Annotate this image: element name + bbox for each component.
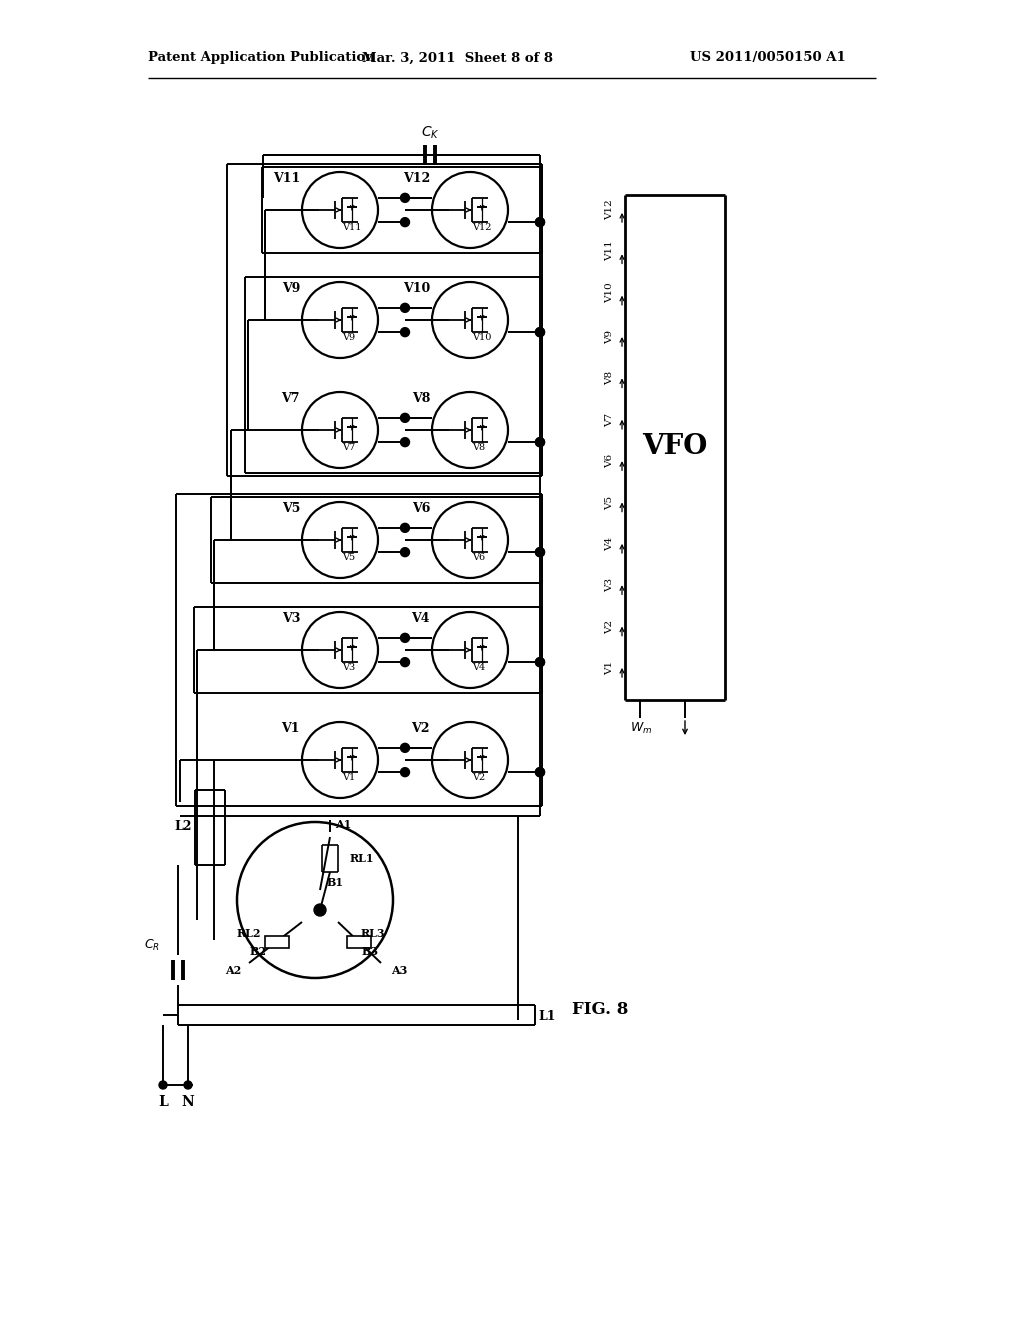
Text: V1: V1 [605, 661, 614, 675]
Text: V8: V8 [472, 442, 485, 451]
Text: N: N [181, 1096, 195, 1109]
Text: $W_m$: $W_m$ [630, 721, 652, 735]
Text: A2: A2 [224, 965, 241, 977]
Circle shape [400, 523, 410, 532]
Circle shape [536, 327, 545, 337]
Circle shape [400, 743, 410, 752]
Circle shape [536, 548, 545, 557]
Text: A1: A1 [335, 820, 351, 830]
Text: V1: V1 [282, 722, 300, 734]
Text: V8: V8 [412, 392, 430, 404]
Text: L: L [158, 1096, 168, 1109]
Circle shape [536, 438, 545, 446]
Text: FIG. 8: FIG. 8 [571, 1002, 628, 1019]
Text: V4: V4 [472, 663, 485, 672]
Circle shape [536, 218, 545, 227]
Text: V3: V3 [282, 611, 300, 624]
Text: V1: V1 [342, 772, 355, 781]
Text: V10: V10 [472, 333, 492, 342]
Text: V12: V12 [605, 199, 614, 220]
Circle shape [536, 438, 545, 446]
Text: V5: V5 [342, 553, 355, 561]
Circle shape [400, 657, 410, 667]
Text: V7: V7 [282, 392, 300, 404]
Circle shape [400, 548, 410, 557]
Circle shape [400, 304, 410, 313]
Text: V2: V2 [605, 619, 614, 634]
Text: V4: V4 [412, 611, 430, 624]
Circle shape [400, 218, 410, 227]
Text: V6: V6 [472, 553, 485, 561]
Text: Mar. 3, 2011  Sheet 8 of 8: Mar. 3, 2011 Sheet 8 of 8 [362, 51, 553, 65]
Text: V5: V5 [282, 502, 300, 515]
Circle shape [400, 193, 410, 202]
Text: US 2011/0050150 A1: US 2011/0050150 A1 [690, 51, 846, 65]
Text: V8: V8 [605, 371, 614, 385]
Text: V12: V12 [472, 223, 492, 231]
Text: V7: V7 [342, 442, 355, 451]
Text: V2: V2 [412, 722, 430, 734]
Text: L2: L2 [174, 821, 191, 833]
Circle shape [159, 1081, 167, 1089]
Text: V7: V7 [605, 413, 614, 426]
FancyBboxPatch shape [264, 936, 289, 948]
Circle shape [536, 327, 545, 337]
Circle shape [536, 657, 545, 667]
Text: $C_R$: $C_R$ [144, 937, 160, 953]
Text: V11: V11 [342, 223, 361, 231]
Circle shape [400, 327, 410, 337]
Text: V9: V9 [605, 330, 614, 345]
Text: V9: V9 [282, 281, 300, 294]
Text: V9: V9 [342, 333, 355, 342]
Text: B3: B3 [361, 946, 379, 957]
Text: V4: V4 [605, 537, 614, 550]
Text: B2: B2 [250, 946, 267, 957]
Text: Patent Application Publication: Patent Application Publication [148, 51, 375, 65]
Circle shape [400, 438, 410, 446]
Text: V11: V11 [272, 172, 300, 185]
FancyBboxPatch shape [346, 936, 371, 948]
Text: V10: V10 [402, 281, 430, 294]
Text: V3: V3 [605, 578, 614, 593]
Circle shape [536, 657, 545, 667]
Text: V3: V3 [342, 663, 355, 672]
Circle shape [184, 1081, 193, 1089]
Text: V6: V6 [605, 454, 614, 469]
Circle shape [536, 548, 545, 557]
Text: V12: V12 [402, 172, 430, 185]
Text: RL1: RL1 [350, 854, 375, 865]
Text: RL3: RL3 [360, 928, 385, 939]
Text: L1: L1 [539, 1011, 556, 1023]
Text: $C_K$: $C_K$ [421, 125, 439, 141]
Text: VFO: VFO [642, 433, 708, 461]
Circle shape [400, 634, 410, 643]
Circle shape [536, 768, 545, 776]
Text: A3: A3 [391, 965, 408, 977]
Text: V6: V6 [412, 502, 430, 515]
Text: V2: V2 [472, 772, 485, 781]
Text: V5: V5 [605, 495, 614, 510]
Circle shape [400, 768, 410, 776]
Circle shape [536, 768, 545, 776]
Text: RL2: RL2 [237, 928, 261, 939]
Text: V10: V10 [605, 282, 614, 302]
Text: B1: B1 [327, 876, 343, 887]
Text: V11: V11 [605, 240, 614, 261]
Circle shape [400, 413, 410, 422]
Circle shape [314, 904, 326, 916]
Circle shape [536, 218, 545, 227]
